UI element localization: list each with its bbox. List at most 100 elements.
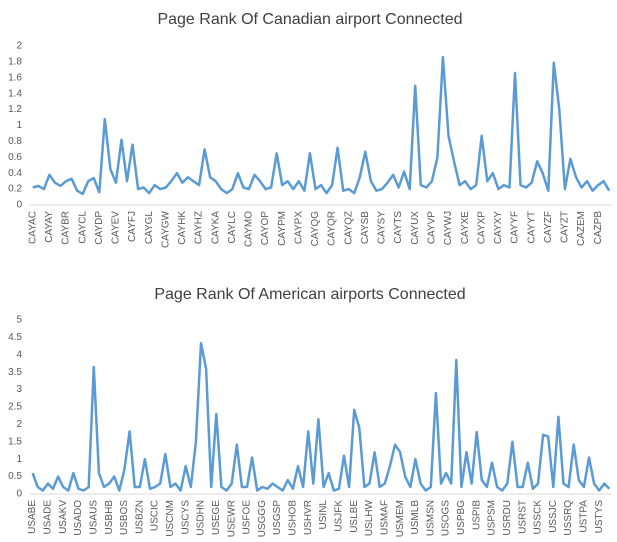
y-tick-label: 3	[16, 384, 22, 395]
x-tick-label: CAYEV	[111, 211, 122, 244]
y-tick-label: 2	[16, 41, 22, 52]
series-line	[31, 342, 611, 492]
x-tick-label: USMSN	[425, 500, 436, 536]
x-tick-label: USOGS	[441, 500, 452, 536]
x-tick-label: USCIC	[150, 500, 161, 531]
x-tick-label: USSJC	[548, 500, 559, 533]
x-tick-label: CAYSY	[377, 211, 388, 244]
x-tick-label: CAYQG	[310, 211, 321, 247]
y-tick-label: 0.4	[8, 168, 22, 179]
x-tick-label: CAYLC	[227, 211, 238, 244]
x-tick-label: CAYHK	[177, 211, 188, 245]
x-tick-label: USABE	[27, 500, 38, 534]
y-tick-label: 0.8	[8, 136, 22, 147]
x-tick-label: USRDU	[502, 500, 513, 536]
x-tick-label: CAYYT	[526, 211, 537, 244]
x-tick-label: USTPA	[579, 500, 590, 533]
x-tick-label: USAKV	[58, 500, 69, 534]
x-tick-label: CAYXE	[460, 211, 471, 244]
x-tick-label: USADO	[73, 500, 84, 536]
x-tick-label: CAYBR	[61, 211, 72, 245]
x-tick-label: CAYXY	[493, 211, 504, 244]
y-tick-label: 2.5	[8, 402, 22, 413]
x-tick-label: CAYZF	[543, 211, 554, 243]
x-tick-label: USSCK	[533, 500, 544, 535]
x-tick-label: CAYCL	[77, 211, 88, 244]
x-tick-label: CAYHZ	[194, 211, 205, 244]
y-tick-label: 1.8	[8, 57, 22, 68]
x-tick-label: USLHW	[364, 499, 375, 536]
x-tick-label: USGSP	[272, 500, 283, 535]
x-tick-label: CAYXP	[476, 211, 487, 244]
x-tick-label: USBZN	[134, 500, 145, 534]
y-tick-label: 1.6	[8, 72, 22, 83]
x-tick-label: CAYSB	[360, 211, 371, 244]
x-tick-label: USAUS	[88, 500, 99, 535]
x-tick-label: CAYKA	[210, 211, 221, 244]
series-line	[32, 55, 611, 196]
x-tick-label: USEGE	[211, 500, 222, 535]
x-tick-label: USTYS	[594, 500, 605, 534]
x-tick-label: USINL	[318, 500, 329, 530]
x-tick-label: CAYDP	[94, 211, 105, 245]
x-tick-label: USMAF	[379, 500, 390, 535]
x-tick-label: USBOS	[119, 500, 130, 535]
x-tick-label: USHOB	[288, 500, 299, 536]
x-tick-label: CAYFJ	[127, 211, 138, 242]
x-tick-label: CAZEM	[576, 211, 587, 246]
x-tick-label: CAYPM	[277, 211, 288, 246]
x-tick-label: USPBG	[456, 500, 467, 535]
y-tick-label: 0	[16, 489, 22, 500]
x-tick-label: USMEM	[395, 500, 406, 537]
x-tick-label: CAYZT	[560, 211, 571, 243]
x-tick-label: USJFK	[334, 500, 345, 532]
x-tick-label: USSRQ	[563, 500, 574, 536]
y-tick-label: 0.2	[8, 184, 22, 195]
x-tick-label: USPSM	[487, 500, 498, 536]
y-tick-label: 2	[16, 419, 22, 430]
x-tick-label: CAYGW	[160, 210, 171, 248]
x-tick-label: CAYQR	[327, 211, 338, 246]
x-tick-label: USDHN	[196, 500, 207, 536]
x-tick-label: CAYAY	[44, 211, 55, 243]
y-tick-label: 3.5	[8, 367, 22, 378]
y-tick-label: 1.5	[8, 436, 22, 447]
x-tick-label: CAYGL	[144, 211, 155, 245]
y-tick-label: 1	[16, 454, 22, 465]
chart-title: Page Rank Of Canadian airport Connected	[157, 11, 462, 28]
chart-title: Page Rank Of American airports Connected	[154, 286, 465, 303]
x-tick-label: USFOE	[242, 500, 253, 535]
x-tick-label: USGGG	[257, 500, 268, 537]
x-tick-label: CAYQZ	[343, 211, 354, 245]
x-tick-label: CAYPX	[293, 211, 304, 244]
y-tick-label: 4	[16, 349, 22, 360]
x-tick-label: USEWR	[226, 500, 237, 537]
x-tick-label: USHVR	[303, 500, 314, 535]
y-tick-label: 0.6	[8, 152, 22, 163]
y-tick-label: 1	[16, 120, 22, 131]
x-tick-label: CAYUX	[410, 211, 421, 245]
y-tick-label: 4.5	[8, 332, 22, 343]
x-tick-label: USBHB	[104, 500, 115, 535]
x-tick-label: USPIB	[471, 500, 482, 530]
x-tick-label: CAYAC	[27, 211, 38, 244]
x-tick-label: CAYVP	[426, 211, 437, 244]
x-tick-label: USADE	[43, 500, 54, 535]
x-tick-label: CAZPB	[593, 211, 604, 245]
x-tick-label: USCYS	[180, 500, 191, 535]
y-tick-label: 5	[16, 315, 22, 326]
x-tick-label: CAYYF	[510, 211, 521, 244]
x-tick-label: CAYTS	[393, 211, 404, 244]
y-tick-label: 0.5	[8, 471, 22, 482]
y-tick-label: 1.4	[8, 88, 22, 99]
x-tick-label: USCNM	[165, 500, 176, 537]
x-tick-label: USLBE	[349, 500, 360, 533]
x-tick-label: USMLB	[410, 500, 421, 535]
x-tick-label: CAYMO	[244, 211, 255, 247]
x-tick-label: CAYOP	[260, 211, 271, 246]
x-tick-label: CAYWJ	[443, 211, 454, 245]
y-tick-label: 1.2	[8, 104, 22, 115]
y-tick-label: 0	[16, 200, 22, 211]
x-tick-label: USRST	[517, 500, 528, 534]
